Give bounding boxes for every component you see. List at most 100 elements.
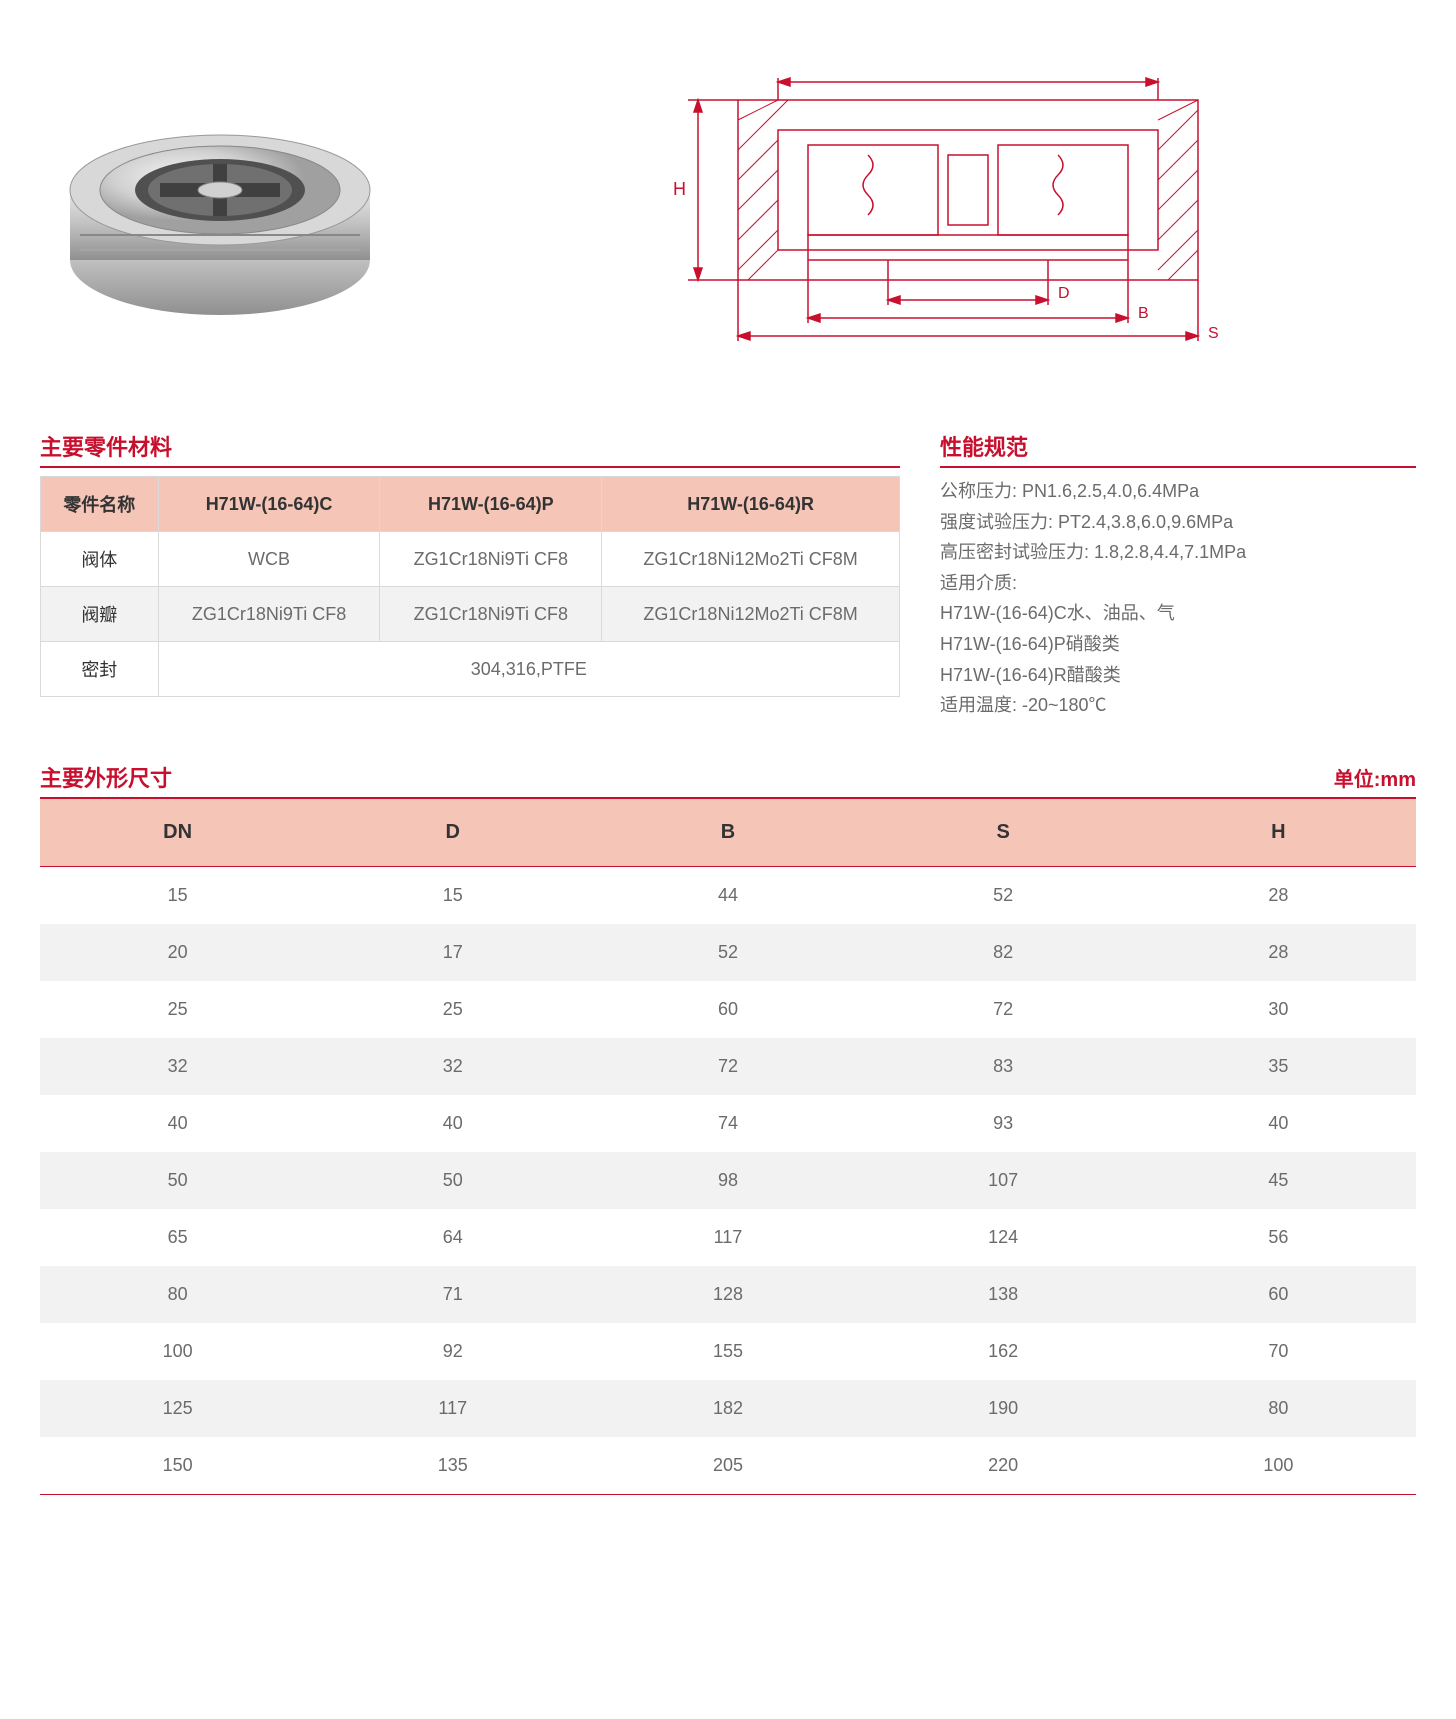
- dimensions-cell: 150: [40, 1437, 315, 1495]
- technical-diagram: H D B S: [480, 50, 1416, 370]
- materials-row: 阀瓣ZG1Cr18Ni9Ti CF8ZG1Cr18Ni9Ti CF8ZG1Cr1…: [41, 587, 900, 642]
- diagram-label-d: D: [1058, 285, 1070, 302]
- spec-line: 公称压力: PN1.6,2.5,4.0,6.4MPa: [940, 476, 1416, 507]
- dimensions-col-header: H: [1141, 799, 1416, 867]
- spec-line: 适用温度: -20~180℃: [940, 690, 1416, 721]
- dimensions-cell: 125: [40, 1380, 315, 1437]
- dimensions-cell: 25: [315, 981, 590, 1038]
- dimensions-table: DNDBSH 151544522820175282282525607230323…: [40, 799, 1416, 1495]
- spec-line: 强度试验压力: PT2.4,3.8,6.0,9.6MPa: [940, 507, 1416, 538]
- dimensions-row: 50509810745: [40, 1152, 1416, 1209]
- dimensions-cell: 155: [590, 1323, 865, 1380]
- dimensions-cell: 107: [866, 1152, 1141, 1209]
- dimensions-title: 主要外形尺寸: [40, 761, 172, 793]
- materials-cell: WCB: [158, 532, 380, 587]
- materials-col-header: H71W-(16-64)R: [602, 477, 900, 532]
- dimensions-cell: 20: [40, 924, 315, 981]
- dimensions-cell: 71: [315, 1266, 590, 1323]
- top-section: H D B S: [40, 50, 1416, 370]
- dimensions-cell: 128: [590, 1266, 865, 1323]
- dimensions-cell: 117: [315, 1380, 590, 1437]
- dimensions-row: 2525607230: [40, 981, 1416, 1038]
- dimensions-cell: 220: [866, 1437, 1141, 1495]
- dimensions-row: 656411712456: [40, 1209, 1416, 1266]
- dimensions-cell: 40: [1141, 1095, 1416, 1152]
- spec-line: 高压密封试验压力: 1.8,2.8,4.4,7.1MPa: [940, 537, 1416, 568]
- dimensions-cell: 50: [315, 1152, 590, 1209]
- dimensions-cell: 100: [40, 1323, 315, 1380]
- dimensions-row: 12511718219080: [40, 1380, 1416, 1437]
- diagram-label-h: H: [673, 179, 686, 199]
- materials-cell: ZG1Cr18Ni9Ti CF8: [380, 587, 602, 642]
- dimensions-cell: 60: [590, 981, 865, 1038]
- dimensions-cell: 205: [590, 1437, 865, 1495]
- dimensions-row: 807112813860: [40, 1266, 1416, 1323]
- materials-col-header: H71W-(16-64)P: [380, 477, 602, 532]
- dimensions-col-header: DN: [40, 799, 315, 867]
- materials-col-header: 零件名称: [41, 477, 159, 532]
- spec-line: H71W-(16-64)R醋酸类: [940, 660, 1416, 691]
- unit-label: 单位:mm: [1334, 763, 1416, 792]
- materials-cell: ZG1Cr18Ni9Ti CF8: [158, 587, 380, 642]
- materials-col-header: H71W-(16-64)C: [158, 477, 380, 532]
- dimensions-cell: 93: [866, 1095, 1141, 1152]
- materials-row-name: 密封: [41, 642, 159, 697]
- dimensions-cell: 70: [1141, 1323, 1416, 1380]
- materials-cell: ZG1Cr18Ni9Ti CF8: [380, 532, 602, 587]
- dimensions-cell: 17: [315, 924, 590, 981]
- dimensions-cell: 98: [590, 1152, 865, 1209]
- dimensions-cell: 15: [40, 866, 315, 924]
- materials-cell: ZG1Cr18Ni12Mo2Ti CF8M: [602, 587, 900, 642]
- dimensions-cell: 82: [866, 924, 1141, 981]
- materials-cell-merged: 304,316,PTFE: [158, 642, 899, 697]
- dimensions-section: 主要外形尺寸 单位:mm DNDBSH 15154452282017528228…: [40, 761, 1416, 1495]
- dimensions-cell: 124: [866, 1209, 1141, 1266]
- dimensions-cell: 65: [40, 1209, 315, 1266]
- materials-row: 密封304,316,PTFE: [41, 642, 900, 697]
- dimensions-cell: 15: [315, 866, 590, 924]
- dimensions-cell: 56: [1141, 1209, 1416, 1266]
- middle-section: 主要零件材料 零件名称H71W-(16-64)CH71W-(16-64)PH71…: [40, 430, 1416, 721]
- dimensions-cell: 28: [1141, 924, 1416, 981]
- materials-row-name: 阀体: [41, 532, 159, 587]
- dimensions-cell: 64: [315, 1209, 590, 1266]
- dimensions-row: 1009215516270: [40, 1323, 1416, 1380]
- dimensions-cell: 190: [866, 1380, 1141, 1437]
- materials-table: 零件名称H71W-(16-64)CH71W-(16-64)PH71W-(16-6…: [40, 476, 900, 697]
- dimensions-cell: 30: [1141, 981, 1416, 1038]
- dimensions-cell: 72: [590, 1038, 865, 1095]
- spec-line: H71W-(16-64)P硝酸类: [940, 629, 1416, 660]
- spec-line: H71W-(16-64)C水、油品、气: [940, 598, 1416, 629]
- materials-row-name: 阀瓣: [41, 587, 159, 642]
- dimensions-row: 3232728335: [40, 1038, 1416, 1095]
- dimensions-cell: 45: [1141, 1152, 1416, 1209]
- dimensions-cell: 135: [315, 1437, 590, 1495]
- dimensions-cell: 92: [315, 1323, 590, 1380]
- dimensions-cell: 44: [590, 866, 865, 924]
- dimensions-cell: 32: [315, 1038, 590, 1095]
- diagram-label-s: S: [1208, 325, 1219, 342]
- product-photo: [40, 50, 400, 370]
- dimensions-cell: 182: [590, 1380, 865, 1437]
- spec-line: 适用介质:: [940, 568, 1416, 599]
- dimensions-cell: 25: [40, 981, 315, 1038]
- materials-title: 主要零件材料: [40, 430, 900, 468]
- dimensions-row: 2017528228: [40, 924, 1416, 981]
- materials-section: 主要零件材料 零件名称H71W-(16-64)CH71W-(16-64)PH71…: [40, 430, 900, 721]
- dimensions-row: 4040749340: [40, 1095, 1416, 1152]
- dimensions-col-header: S: [866, 799, 1141, 867]
- dimensions-cell: 52: [866, 866, 1141, 924]
- dimensions-cell: 162: [866, 1323, 1141, 1380]
- dimensions-cell: 100: [1141, 1437, 1416, 1495]
- dimensions-cell: 52: [590, 924, 865, 981]
- dimensions-cell: 28: [1141, 866, 1416, 924]
- dimensions-cell: 83: [866, 1038, 1141, 1095]
- dimensions-cell: 32: [40, 1038, 315, 1095]
- dimensions-cell: 80: [1141, 1380, 1416, 1437]
- dimensions-row: 150135205220100: [40, 1437, 1416, 1495]
- dimensions-cell: 138: [866, 1266, 1141, 1323]
- dimensions-cell: 72: [866, 981, 1141, 1038]
- specs-title: 性能规范: [940, 430, 1416, 468]
- dimensions-cell: 35: [1141, 1038, 1416, 1095]
- dimensions-cell: 40: [315, 1095, 590, 1152]
